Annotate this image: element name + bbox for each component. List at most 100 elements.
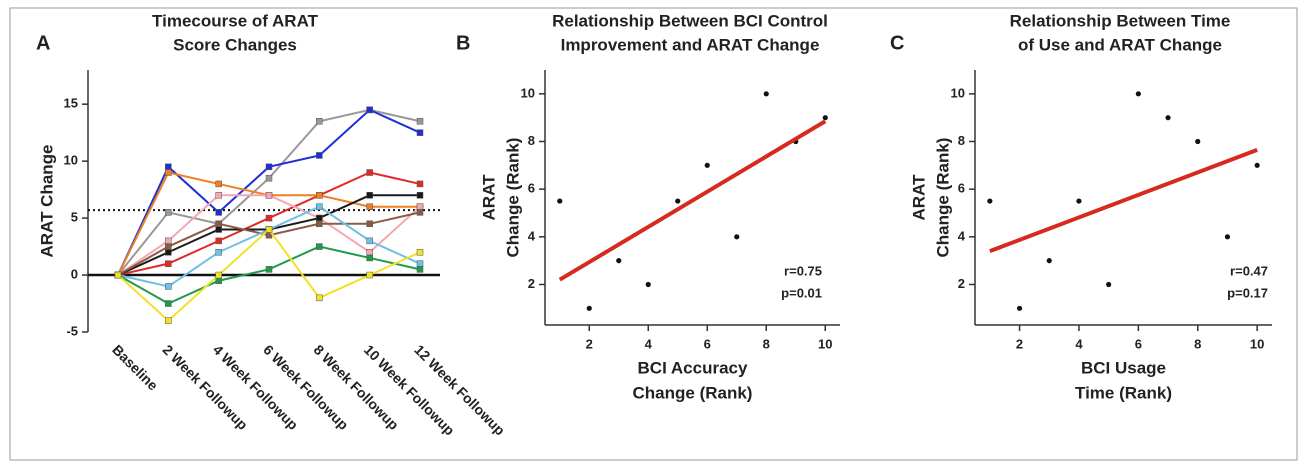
data-point <box>316 192 323 199</box>
data-point <box>645 281 651 288</box>
y-axis-label: ARAT Change <box>37 144 56 257</box>
y-tick-label: 2 <box>528 276 535 291</box>
data-point <box>316 214 323 222</box>
data-point <box>416 192 424 199</box>
chart-title: Relationship Between Time <box>1010 11 1231 30</box>
fit-line <box>558 119 827 282</box>
data-point <box>165 317 172 324</box>
x-tick-label: 10 <box>1250 336 1264 351</box>
data-point <box>215 209 222 216</box>
x-tick-label: 8 <box>1194 336 1201 351</box>
data-point <box>165 249 172 256</box>
data-point <box>366 237 373 245</box>
y-tick-label: 8 <box>528 133 535 148</box>
x-tick-label: 6 <box>704 336 711 351</box>
data-point <box>416 203 424 210</box>
data-point <box>366 220 373 228</box>
data-point <box>1224 234 1231 240</box>
data-point <box>316 152 323 159</box>
y-axis-label: Change (Rank) <box>933 138 952 258</box>
y-tick-label: 10 <box>64 153 78 168</box>
x-tick-label: Baseline <box>109 341 161 393</box>
panel-label: B <box>456 32 470 54</box>
data-point <box>416 118 424 125</box>
y-axis-label: ARAT <box>479 174 498 221</box>
data-point <box>215 180 222 188</box>
data-point <box>734 234 740 240</box>
y-tick-label: 10 <box>521 85 535 100</box>
data-point <box>165 237 172 245</box>
data-point <box>165 260 172 267</box>
data-point <box>366 192 373 199</box>
y-axis-label: Change (Rank) <box>503 138 522 258</box>
data-point <box>215 192 222 199</box>
x-tick-label: 12 Week Followup <box>411 341 508 438</box>
data-point <box>1135 91 1141 97</box>
data-point <box>416 260 424 267</box>
x-tick-label: 2 <box>1016 336 1023 351</box>
data-point <box>215 277 222 284</box>
data-point <box>366 249 373 256</box>
y-tick-label: 10 <box>951 85 965 100</box>
data-point <box>316 243 323 250</box>
data-point <box>763 91 769 97</box>
data-point <box>316 203 323 210</box>
data-point <box>366 203 373 210</box>
annotation: p=0.17 <box>1227 285 1268 300</box>
data-point <box>1106 281 1112 288</box>
x-axis-label: Time (Rank) <box>1075 383 1172 402</box>
annotation: r=0.47 <box>1230 263 1268 278</box>
data-point <box>704 162 710 168</box>
data-point <box>416 249 424 256</box>
data-point <box>366 254 373 262</box>
data-point <box>1254 162 1260 168</box>
data-point <box>165 163 172 171</box>
data-point <box>165 169 172 176</box>
y-tick-label: 6 <box>528 181 535 196</box>
data-point <box>366 271 373 279</box>
data-point <box>265 163 273 171</box>
data-point <box>1076 198 1082 204</box>
x-tick-label: 6 <box>1135 336 1142 351</box>
data-point <box>1046 258 1052 264</box>
chart-title: Score Changes <box>173 35 297 54</box>
x-tick-label: 2 <box>586 336 593 351</box>
data-point <box>215 237 222 245</box>
data-point <box>675 198 681 204</box>
data-point <box>616 258 622 264</box>
annotation: p=0.01 <box>781 285 822 300</box>
chart-title: of Use and ARAT Change <box>1018 35 1222 54</box>
y-tick-label: 4 <box>958 228 966 243</box>
y-tick-label: 2 <box>958 276 965 291</box>
panel-label: A <box>36 32 50 54</box>
data-point <box>165 243 172 250</box>
x-tick-label: 4 Week Followup <box>210 341 301 432</box>
data-point <box>265 226 273 233</box>
chart-title: Relationship Between BCI Control <box>552 11 828 30</box>
data-point <box>316 294 323 302</box>
data-point <box>316 118 323 125</box>
data-point <box>586 305 592 311</box>
data-point <box>265 174 273 182</box>
chart-title: Timecourse of ARAT <box>152 11 319 30</box>
data-point <box>416 129 424 136</box>
data-point <box>557 198 563 204</box>
x-tick-label: 8 Week Followup <box>311 341 402 432</box>
frame <box>9 7 1298 461</box>
chart-title: Improvement and ARAT Change <box>561 35 820 54</box>
data-point <box>165 209 172 216</box>
data-point <box>822 115 828 121</box>
x-tick-label: 8 <box>763 336 770 351</box>
data-point <box>215 226 222 233</box>
data-point <box>265 214 273 222</box>
x-tick-label: 4 <box>1075 336 1083 351</box>
x-axis-label: Change (Rank) <box>633 383 753 402</box>
y-tick-label: 6 <box>958 181 965 196</box>
x-axis-label: BCI Accuracy <box>638 358 748 377</box>
x-tick-label: 2 Week Followup <box>160 341 251 432</box>
panel-label: C <box>890 32 904 54</box>
x-tick-label: 10 <box>818 336 832 351</box>
data-point <box>215 249 222 256</box>
data-point <box>265 266 273 273</box>
